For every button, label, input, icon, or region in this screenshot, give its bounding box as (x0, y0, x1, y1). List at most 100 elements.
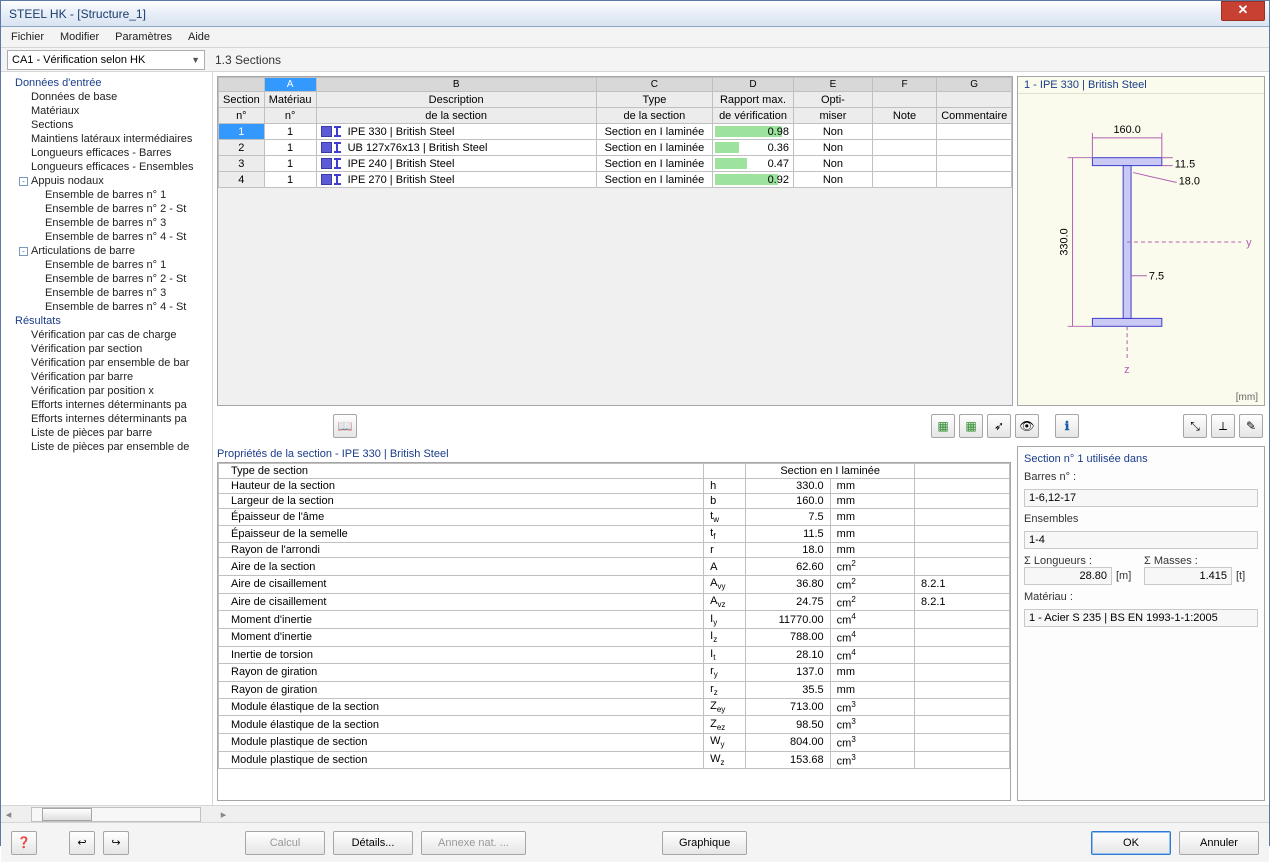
table-row[interactable]: Module élastique de la sectionZez98.50cm… (219, 716, 1010, 734)
svg-text:7.5: 7.5 (1149, 271, 1164, 283)
svg-text:330.0: 330.0 (1059, 228, 1071, 255)
tree-item[interactable]: Vérification par ensemble de bar (1, 356, 212, 370)
table-row[interactable]: Moment d'inertieIy11770.00cm4 (219, 611, 1010, 629)
mass-unit: [t] (1236, 570, 1258, 582)
menu-edit[interactable]: Modifier (60, 31, 99, 43)
tree-item[interactable]: Efforts internes déterminants pa (1, 398, 212, 412)
ok-button[interactable]: OK (1091, 831, 1171, 855)
tree-input-header[interactable]: Données d'entrée (1, 76, 212, 90)
tree-item[interactable]: Ensemble de barres n° 3 (1, 286, 212, 300)
mass-value: 1.415 (1144, 567, 1232, 585)
table-row[interactable]: Inertie de torsionIt28.10cm4 (219, 646, 1010, 664)
table-row[interactable]: Moment d'inertieIz788.00cm4 (219, 629, 1010, 647)
table-row[interactable]: Aire de la sectionA62.60cm2 (219, 558, 1010, 576)
table-row[interactable]: 2 1 UB 127x76x13 | British Steel Section… (219, 140, 1012, 156)
details-button[interactable]: Détails... (333, 831, 413, 855)
footer: ❓ ↩ ↪ Calcul Détails... Annexe nat. ... … (1, 822, 1269, 862)
table-row[interactable]: Rayon de l'arrondir18.0mm (219, 543, 1010, 558)
tree-item[interactable]: Vérification par cas de charge (1, 328, 212, 342)
table-row[interactable]: 4 1 IPE 270 | British Steel Section en I… (219, 172, 1012, 188)
minus-icon[interactable]: - (19, 177, 28, 186)
table-row[interactable]: Épaisseur de l'âmetw7.5mm (219, 509, 1010, 526)
library-button[interactable]: 📖 (333, 414, 357, 438)
tree-item[interactable]: Longueurs efficaces - Ensembles (1, 160, 212, 174)
tree-item[interactable]: Matériaux (1, 104, 212, 118)
section-preview: 1 - IPE 330 | British Steel 160.0 330.0 … (1017, 76, 1265, 406)
dims-button[interactable]: ⟂ (1211, 414, 1235, 438)
sidebar-tree[interactable]: Données d'entréeDonnées de baseMatériaux… (1, 72, 213, 805)
sections-grid[interactable]: ABCDEFGSectionMatériauDescriptionTypeRap… (217, 76, 1013, 406)
color-swatch-icon (321, 158, 332, 169)
table-row[interactable]: 3 1 IPE 240 | British Steel Section en I… (219, 156, 1012, 172)
info-button[interactable]: ℹ (1055, 414, 1079, 438)
svg-text:18.0: 18.0 (1179, 175, 1200, 187)
tree-item[interactable]: Longueurs efficaces - Barres (1, 146, 212, 160)
tree-item[interactable]: Vérification par barre (1, 370, 212, 384)
excel-import-button[interactable]: ▦ (931, 414, 955, 438)
table-row[interactable]: Module plastique de sectionWz153.68cm3 (219, 751, 1010, 769)
svg-text:160.0: 160.0 (1113, 124, 1140, 136)
table-row[interactable]: Rayon de girationry137.0mm (219, 664, 1010, 681)
minus-icon[interactable]: - (19, 247, 28, 256)
pick-button[interactable]: ➶ (987, 414, 1011, 438)
section-i-icon (334, 174, 341, 185)
table-row[interactable]: Rayon de girationrz35.5mm (219, 681, 1010, 698)
table-row[interactable]: Largeur de la sectionb160.0mm (219, 494, 1010, 509)
menu-params[interactable]: Paramètres (115, 31, 172, 43)
table-row[interactable]: Aire de cisaillementAvz24.75cm28.2.1 (219, 593, 1010, 611)
table-row[interactable]: 1 1 IPE 330 | British Steel Section en I… (219, 124, 1012, 140)
tree-nodal[interactable]: -Appuis nodaux (1, 174, 212, 188)
material-value: 1 - Acier S 235 | BS EN 1993-1-1:2005 (1024, 609, 1258, 627)
tree-item[interactable]: Maintiens latéraux intermédiaires (1, 132, 212, 146)
tree-item[interactable]: Ensemble de barres n° 2 - St (1, 272, 212, 286)
table-row[interactable]: Épaisseur de la semelletf11.5mm (219, 526, 1010, 543)
tree-item[interactable]: Ensemble de barres n° 1 (1, 258, 212, 272)
close-button[interactable]: ✕ (1221, 1, 1265, 21)
section-i-icon (334, 158, 341, 169)
tree-item[interactable]: Ensemble de barres n° 4 - St (1, 300, 212, 314)
menu-help[interactable]: Aide (188, 31, 210, 43)
table-row[interactable]: Type de sectionSection en I laminée (219, 464, 1010, 479)
help-button[interactable]: ❓ (11, 831, 37, 855)
case-select[interactable]: CA1 - Vérification selon HK ▼ (7, 50, 205, 70)
tree-artic[interactable]: -Articulations de barre (1, 244, 212, 258)
length-unit: [m] (1116, 570, 1138, 582)
color-swatch-icon (321, 126, 332, 137)
excel-export-button[interactable]: ▦ (959, 414, 983, 438)
preview-canvas: 160.0 330.0 11.5 18.0 7.5 y z (1018, 94, 1264, 390)
tree-item[interactable]: Vérification par section (1, 342, 212, 356)
calcul-button[interactable]: Calcul (245, 831, 325, 855)
tree-item[interactable]: Ensemble de barres n° 3 (1, 216, 212, 230)
length-label: Σ Longueurs : (1024, 555, 1138, 567)
menu-file[interactable]: Fichier (11, 31, 44, 43)
tree-item[interactable]: Ensemble de barres n° 2 - St (1, 202, 212, 216)
view-button[interactable]: 👁 (1015, 414, 1039, 438)
tree-item[interactable]: Sections (1, 118, 212, 132)
table-row[interactable]: Module élastique de la sectionZey713.00c… (219, 698, 1010, 716)
table-row[interactable]: Module plastique de sectionWy804.00cm3 (219, 734, 1010, 752)
tree-item[interactable]: Ensemble de barres n° 1 (1, 188, 212, 202)
annexe-button[interactable]: Annexe nat. ... (421, 831, 526, 855)
tree-item[interactable]: Efforts internes déterminants pa (1, 412, 212, 426)
scroll-thumb[interactable] (42, 808, 92, 821)
sidebar-hscroll[interactable]: ◂ ▸ (1, 805, 1269, 822)
cancel-button[interactable]: Annuler (1179, 831, 1259, 855)
tree-item[interactable]: Ensemble de barres n° 4 - St (1, 230, 212, 244)
table-row[interactable]: Hauteur de la sectionh330.0mm (219, 479, 1010, 494)
tree-item[interactable]: Liste de pièces par ensemble de (1, 440, 212, 454)
nav-prev-button[interactable]: ↩ (69, 831, 95, 855)
table-row[interactable]: Aire de cisaillementAvy36.80cm28.2.1 (219, 576, 1010, 594)
bars-value: 1-6,12-17 (1024, 489, 1258, 507)
graphique-button[interactable]: Graphique (662, 831, 747, 855)
properties-grid[interactable]: Type de sectionSection en I laminéeHaute… (217, 462, 1011, 801)
axes-button[interactable]: ⤡ (1183, 414, 1207, 438)
tree-item[interactable]: Données de base (1, 90, 212, 104)
print-button[interactable]: ✎ (1239, 414, 1263, 438)
section-heading: 1.3 Sections (211, 53, 1263, 67)
tree-item[interactable]: Liste de pièces par barre (1, 426, 212, 440)
tree-item[interactable]: Vérification par position x (1, 384, 212, 398)
used-in-title: Section n° 1 utilisée dans (1024, 453, 1258, 465)
titlebar: STEEL HK - [Structure_1] ✕ (1, 1, 1269, 27)
tree-results-header[interactable]: Résultats (1, 314, 212, 328)
nav-next-button[interactable]: ↪ (103, 831, 129, 855)
